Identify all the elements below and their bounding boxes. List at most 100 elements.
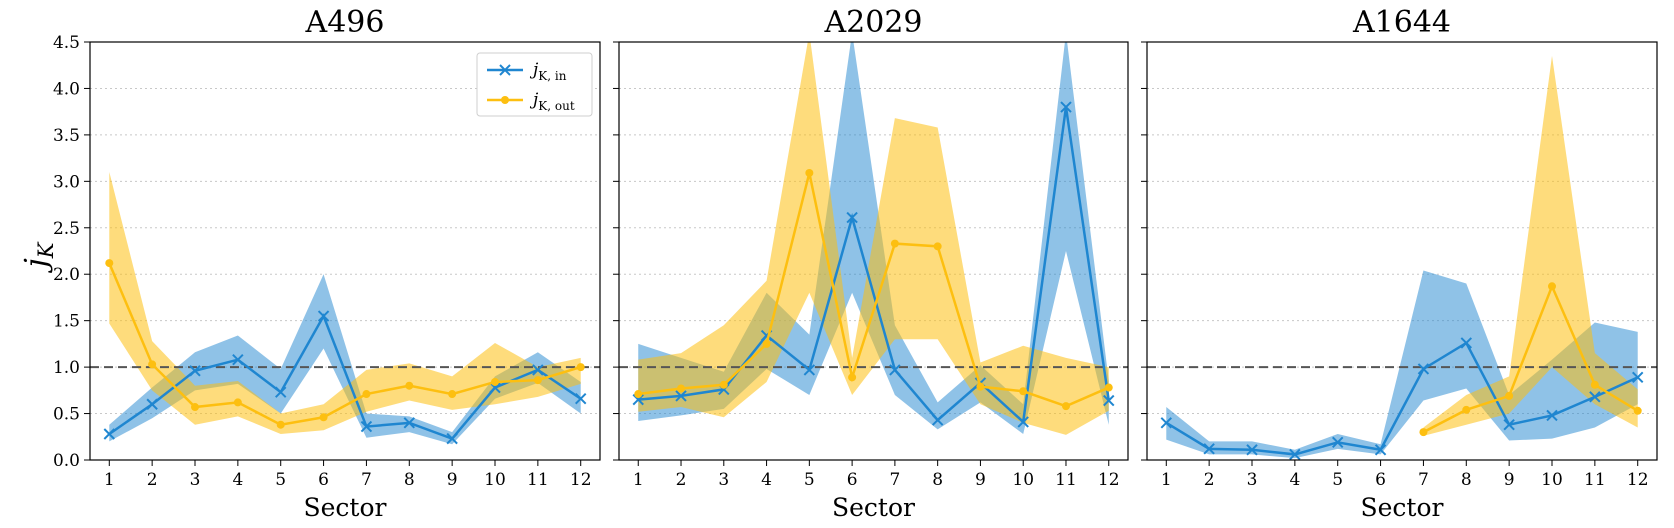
marker-jk-in <box>803 364 816 376</box>
marker-jk-in <box>189 365 201 377</box>
band-jk-out <box>1423 55 1638 436</box>
legend-marker-jk-in <box>499 64 511 76</box>
marker-jk-out <box>362 390 371 399</box>
band-jk-in <box>109 274 581 445</box>
marker-jk-in <box>1632 371 1644 384</box>
x-tick-label: 12 <box>1627 470 1649 490</box>
marker-jk-in <box>1060 101 1072 113</box>
marker-jk-in <box>275 386 287 398</box>
marker-jk-out <box>1061 402 1070 411</box>
axes-frame <box>1146 41 1658 461</box>
marker-jk-in <box>675 390 687 402</box>
marker-jk-in <box>889 364 901 376</box>
x-tick-label: 3 <box>1247 470 1258 490</box>
y-tick-label: 1.0 <box>53 358 80 378</box>
plot-area <box>1147 55 1657 460</box>
x-tick-label: 5 <box>275 470 286 490</box>
marker-jk-in <box>846 211 858 224</box>
x-tick-label: 1 <box>633 470 644 490</box>
x-axis-label: Sector <box>832 493 915 522</box>
marker-jk-in <box>1103 394 1115 407</box>
axes-frame <box>89 41 601 461</box>
x-axis-label: Sector <box>304 493 387 522</box>
marker-jk-out <box>677 384 686 393</box>
x-tick-label: 2 <box>676 470 687 490</box>
x-tick-label: 1 <box>1161 470 1172 490</box>
x-axis-label: Sector <box>1361 493 1444 522</box>
marker-jk-out <box>276 420 285 429</box>
line-jk-out <box>1422 283 1639 434</box>
marker-jk-out <box>762 339 771 348</box>
marker-jk-out <box>805 168 814 177</box>
marker-jk-out <box>1019 387 1028 396</box>
marker-jk-out <box>1104 383 1113 392</box>
y-tick-label: 2.5 <box>53 219 80 239</box>
marker-jk-out <box>405 381 414 390</box>
marker-jk-in <box>1460 337 1472 349</box>
x-tick-label: 4 <box>232 470 243 490</box>
x-tick-label: 7 <box>889 470 900 490</box>
y-tick-label: 2.0 <box>53 265 80 285</box>
marker-jk-out <box>1462 405 1471 414</box>
marker-jk-in <box>1589 391 1601 403</box>
marker-jk-in <box>360 420 373 433</box>
x-tick-label: 8 <box>932 470 943 490</box>
line-jk-in <box>638 106 1110 425</box>
line-jk-in <box>1165 341 1639 456</box>
x-tick-label: 10 <box>484 470 506 490</box>
y-tick-label: 4.5 <box>53 33 80 53</box>
line-jk-out <box>638 172 1110 408</box>
legend-marker-jk-out <box>501 96 509 104</box>
marker-jk-out <box>1505 391 1514 400</box>
y-tick-label: 4.0 <box>53 79 80 99</box>
marker-jk-out <box>1633 406 1642 415</box>
marker-jk-in <box>146 398 158 410</box>
x-tick-label: 6 <box>318 470 329 490</box>
x-tick-label: 2 <box>1204 470 1215 490</box>
x-tick-label: 4 <box>761 470 772 490</box>
marker-jk-out <box>533 376 542 385</box>
band-jk-in <box>1166 270 1638 459</box>
marker-jk-out <box>976 382 985 391</box>
marker-jk-out <box>933 242 942 251</box>
x-tick-label: 12 <box>1098 470 1120 490</box>
x-tick-label: 7 <box>1418 470 1429 490</box>
x-tick-label: 11 <box>1584 470 1606 490</box>
marker-jk-out <box>634 390 643 399</box>
x-tick-label: 10 <box>1012 470 1034 490</box>
marker-jk-in <box>532 364 544 376</box>
marker-jk-in <box>1160 417 1172 429</box>
marker-jk-in <box>446 432 458 445</box>
marker-jk-in <box>1503 418 1515 431</box>
marker-jk-in <box>1374 444 1387 456</box>
marker-jk-out <box>719 380 728 389</box>
x-tick-label: 6 <box>847 470 858 490</box>
marker-jk-in <box>575 392 587 405</box>
x-tick-label: 7 <box>361 470 372 490</box>
x-tick-label: 8 <box>404 470 415 490</box>
marker-jk-in <box>232 353 244 366</box>
y-tick-label: 1.5 <box>53 312 80 332</box>
panel-a496: 0.00.51.01.52.02.53.03.54.04.51 2 3 4 5 6 7 8 9 1… <box>53 5 601 522</box>
x-tick-label: 5 <box>1332 470 1343 490</box>
marker-jk-out <box>105 259 114 268</box>
x-tick-label: 12 <box>570 470 592 490</box>
marker-jk-out <box>890 239 899 248</box>
x-tick-label: 10 <box>1541 470 1563 490</box>
x-tick-label: 4 <box>1289 470 1300 490</box>
marker-jk-in <box>1332 436 1344 449</box>
marker-jk-out <box>233 398 242 407</box>
band-jk-out <box>109 172 581 434</box>
marker-jk-in <box>1017 416 1029 428</box>
y-tick-label: 3.5 <box>53 126 80 146</box>
x-tick-label: 1 <box>104 470 115 490</box>
x-tick-label: 11 <box>1055 470 1077 490</box>
x-tick-label: 3 <box>718 470 729 490</box>
y-tick-label: 0.0 <box>53 451 80 471</box>
marker-jk-out <box>1590 380 1599 389</box>
x-tick-label: 11 <box>527 470 549 490</box>
marker-jk-in <box>1203 443 1215 455</box>
marker-jk-in <box>1546 409 1558 422</box>
